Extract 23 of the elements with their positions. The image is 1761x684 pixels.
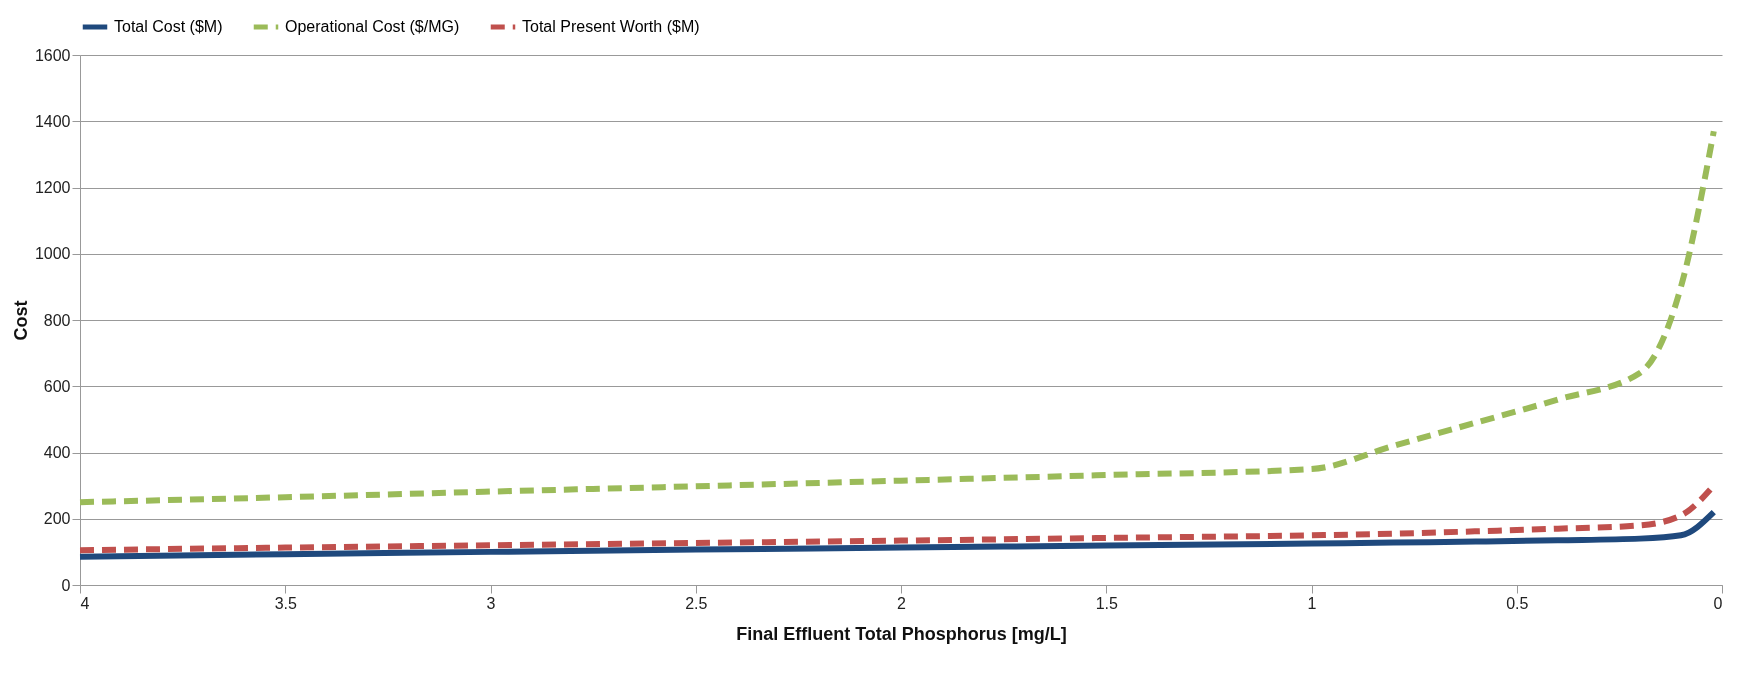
y-tick-label: 200 [43,510,71,528]
x-tick-label: 4 [80,594,90,612]
y-tick-label: 0 [61,576,71,594]
legend-label: Operational Cost ($/MG) [285,18,460,35]
x-tick-label: 3.5 [274,594,297,612]
x-tick-label: 1 [1307,594,1317,612]
x-tick-label: 1.5 [1095,594,1118,612]
y-tick-label: 1000 [34,245,71,263]
x-tick-label: 0.5 [1506,594,1529,612]
y-tick-label: 1400 [34,112,71,130]
y-tick-label: 800 [43,311,71,329]
x-axis-title: Final Effluent Total Phosphorus [mg/L] [736,623,1067,644]
x-tick-label: 2.5 [685,594,708,612]
y-tick-label: 400 [43,444,71,461]
x-tick-label: 0 [1713,594,1723,612]
x-tick-label: 2 [897,594,907,612]
legend-label: Total Present Worth ($M) [522,18,700,35]
y-axis-title: Cost [10,300,31,341]
x-tick-label: 3 [486,594,496,612]
y-tick-label: 600 [43,377,71,395]
legend-label: Total Cost ($M) [114,18,223,35]
y-tick-label: 1200 [34,179,71,196]
y-tick-label: 1600 [34,46,71,64]
